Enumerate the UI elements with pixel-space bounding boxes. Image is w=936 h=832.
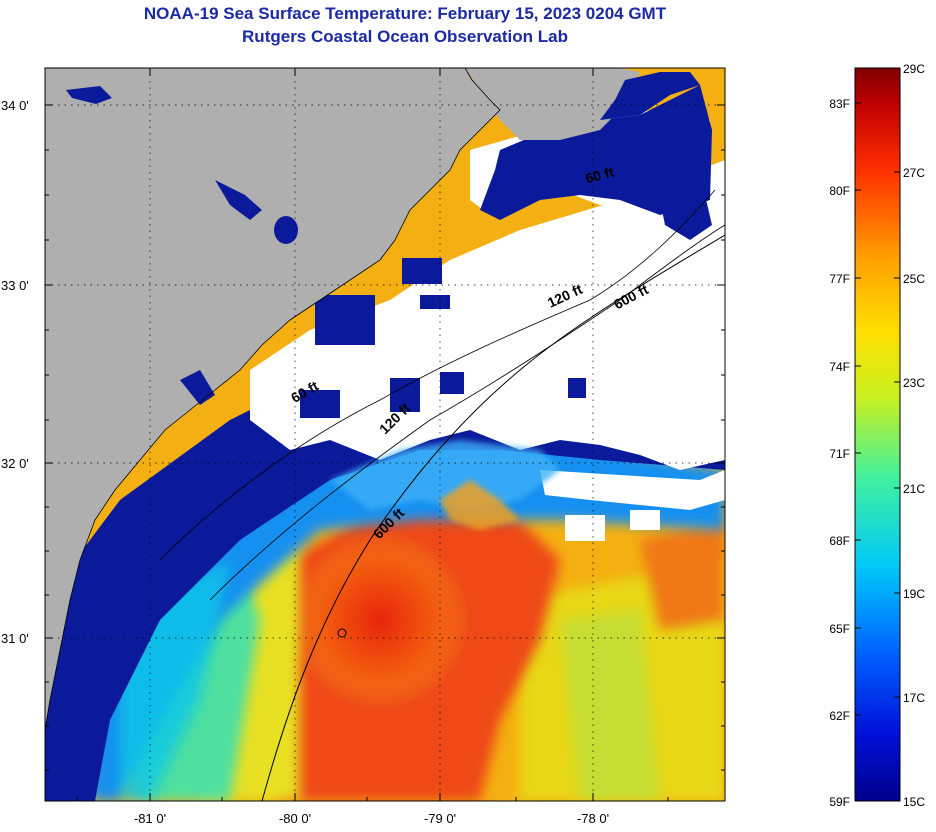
cold-patch-4 bbox=[390, 378, 420, 412]
thermal-front bbox=[330, 440, 560, 510]
colorbar-c-21: 21C bbox=[903, 482, 925, 496]
cloud-cover bbox=[250, 160, 725, 470]
inland-water-1 bbox=[66, 86, 112, 104]
contour-600ft bbox=[261, 234, 725, 801]
inland-water-2 bbox=[215, 180, 262, 220]
inland-water-3 bbox=[600, 72, 700, 120]
map-frame bbox=[44, 67, 726, 802]
land-mass-north bbox=[465, 68, 640, 140]
colorbar-f-74: 74F bbox=[829, 360, 850, 374]
lat-label-34: 34 0' bbox=[1, 98, 29, 113]
lon-label-81: -81 0' bbox=[134, 811, 166, 826]
colorbar-c-29: 29C bbox=[903, 62, 925, 76]
buoy-marker bbox=[337, 628, 347, 638]
colorbar-c-15: 15C bbox=[903, 795, 925, 809]
colorbar-f-71: 71F bbox=[829, 447, 850, 461]
lon-label-78: -78 0' bbox=[577, 811, 609, 826]
cold-patch-north bbox=[480, 85, 712, 220]
cold-patch-ne bbox=[660, 195, 712, 240]
colorbar-f-77: 77F bbox=[829, 272, 850, 286]
colorbar-c-25: 25C bbox=[903, 272, 925, 286]
colorbar-ticks bbox=[855, 102, 900, 716]
inland-lake bbox=[274, 216, 298, 244]
front-warm-filament bbox=[440, 480, 520, 530]
green-band-east bbox=[560, 610, 660, 801]
lat-label-32: 32 0' bbox=[1, 456, 29, 471]
colorbar-f-65: 65F bbox=[829, 622, 850, 636]
colorbar-f-62: 62F bbox=[829, 709, 850, 723]
lon-label-79: -79 0' bbox=[424, 811, 456, 826]
contour-60ft bbox=[159, 189, 716, 561]
inland-water-5 bbox=[45, 730, 60, 775]
coastline bbox=[45, 68, 501, 731]
warm-patch-east bbox=[640, 520, 725, 630]
cloud-gap-east bbox=[540, 470, 725, 510]
lat-label-33: 33 0' bbox=[1, 278, 29, 293]
cold-patch-1 bbox=[402, 258, 442, 284]
inland-water-6 bbox=[68, 600, 80, 650]
map-grid bbox=[45, 68, 725, 801]
colorbar-c-23: 23C bbox=[903, 376, 925, 390]
colorbar-f-80: 80F bbox=[829, 184, 850, 198]
contour-120ft bbox=[209, 224, 725, 601]
land-mass bbox=[45, 68, 500, 730]
cloud-gap-3 bbox=[630, 510, 660, 530]
map-title: NOAA-19 Sea Surface Temperature: Februar… bbox=[143, 4, 667, 23]
colorbar-f-59: 59F bbox=[829, 795, 850, 809]
inland-water-4 bbox=[180, 370, 215, 405]
cold-patch-6 bbox=[420, 295, 450, 309]
colorbar-c-17: 17C bbox=[903, 691, 925, 705]
cloud-gap-2 bbox=[565, 515, 605, 541]
colorbar-f-83: 83F bbox=[829, 97, 850, 111]
lat-label-31: 31 0' bbox=[1, 631, 29, 646]
lon-label-80: -80 0' bbox=[279, 811, 311, 826]
gulf-stream-hotspot bbox=[290, 530, 470, 710]
cold-patch-3 bbox=[300, 390, 340, 418]
map-ticks bbox=[45, 68, 725, 801]
colorbar-c-19: 19C bbox=[903, 587, 925, 601]
colorbar bbox=[854, 67, 901, 802]
colorbar-f-68: 68F bbox=[829, 534, 850, 548]
contour-label-60ft-north: 60 ft bbox=[584, 163, 616, 186]
colorbar-c-27: 27C bbox=[903, 166, 925, 180]
cold-patch-2 bbox=[315, 295, 375, 345]
map-subtitle: Rutgers Coastal Ocean Observation Lab bbox=[242, 27, 568, 46]
cold-patch-5 bbox=[440, 372, 464, 394]
cold-patch-7 bbox=[568, 378, 586, 398]
